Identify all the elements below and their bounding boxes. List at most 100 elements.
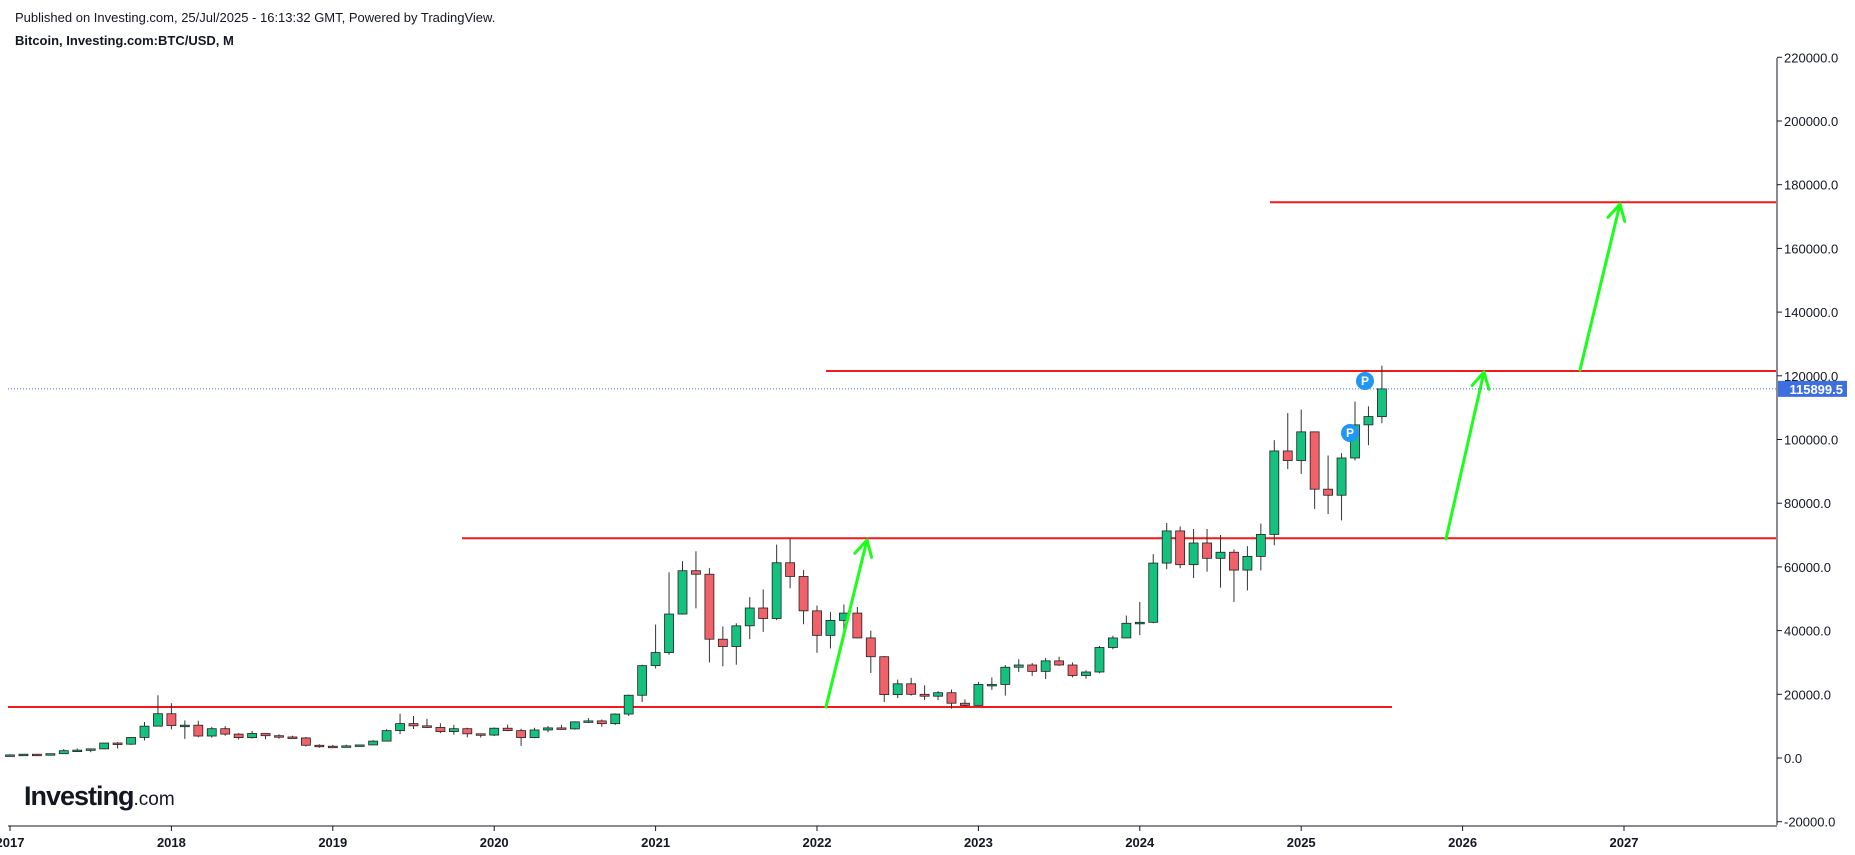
candle-body (919, 693, 930, 697)
candle (973, 681, 984, 706)
candle-body (973, 684, 984, 706)
p-marker-icon[interactable]: P (1341, 424, 1359, 442)
p-marker-icon[interactable]: P (1356, 372, 1374, 390)
x-tick-label: 2025 (1287, 835, 1316, 850)
candle-body (1121, 622, 1132, 639)
candle-body (112, 742, 123, 745)
candle (610, 713, 621, 725)
svg-text:P: P (1346, 426, 1354, 440)
candle (1040, 657, 1051, 680)
candle-body (798, 576, 809, 612)
candle-body (85, 748, 96, 751)
candle (1161, 522, 1172, 570)
candle-body (327, 745, 338, 749)
candle-body (58, 750, 69, 755)
candle-body (287, 736, 298, 739)
x-tick-label: 2017 (0, 835, 24, 850)
candle (1054, 656, 1064, 666)
candle (435, 723, 446, 734)
candle (1108, 635, 1118, 650)
candle (1121, 615, 1132, 639)
candle-body (193, 724, 204, 737)
candle (960, 699, 970, 707)
candle-body (408, 723, 419, 727)
candle-body (892, 683, 903, 696)
candle (126, 737, 136, 745)
candle (1363, 406, 1374, 446)
candle (879, 656, 890, 702)
candle-body (475, 733, 486, 736)
candle (1202, 528, 1212, 572)
projection-arrow (824, 538, 874, 709)
candle-body (879, 656, 890, 696)
candle-body (1013, 664, 1024, 668)
candle (583, 718, 594, 723)
projection-arrow (1444, 370, 1491, 541)
candle (5, 754, 15, 757)
candle-body (32, 753, 42, 757)
candle-body (1148, 562, 1159, 623)
candle (193, 720, 204, 738)
candle-body (637, 665, 648, 696)
candle-body (933, 692, 943, 697)
candle (300, 736, 311, 747)
candle-body (1000, 666, 1011, 685)
candle (812, 605, 822, 653)
candle (650, 624, 661, 669)
candle (45, 753, 56, 756)
candle-body (435, 727, 446, 732)
candle-body (704, 573, 715, 640)
x-tick-label: 2022 (803, 835, 832, 850)
candle (233, 733, 244, 740)
candle-body (1229, 551, 1239, 571)
candle-body (300, 737, 311, 746)
candle-body (354, 744, 365, 747)
candle-body (1323, 488, 1333, 496)
candle (919, 685, 930, 701)
x-tick-label: 2019 (318, 835, 347, 850)
candle-body (5, 754, 15, 757)
candle-body (556, 727, 567, 730)
candle-body (529, 729, 540, 739)
y-tick-label: 40000.0 (1784, 624, 1831, 639)
candle-body (139, 725, 150, 738)
logo-brand: Investing (24, 781, 135, 811)
candle-body (771, 562, 782, 619)
candle (489, 727, 500, 737)
candle (1175, 526, 1186, 569)
y-tick-label: 0.0 (1784, 751, 1802, 766)
candle (758, 589, 769, 632)
candle-body (206, 728, 217, 737)
candle (448, 724, 459, 735)
candle (1242, 546, 1253, 591)
candle (529, 727, 540, 739)
x-tick-label: 2020 (480, 835, 509, 850)
candle-body (583, 720, 594, 723)
candle-body (1027, 664, 1038, 672)
candle (946, 689, 957, 709)
candle (1269, 440, 1280, 546)
candle-body (1202, 542, 1212, 559)
candle-body (543, 727, 553, 731)
x-tick-label: 2021 (641, 835, 670, 850)
candle (1081, 670, 1091, 679)
candle-body (126, 737, 136, 745)
candle (354, 744, 365, 747)
candle (543, 726, 553, 733)
candle-body (489, 727, 500, 736)
candle (1067, 662, 1078, 678)
candle (986, 677, 997, 690)
candle (274, 734, 284, 739)
candle (72, 748, 83, 753)
candle-body (677, 570, 688, 615)
y-tick-label: -20000.0 (1784, 815, 1835, 830)
candle-body (72, 749, 83, 753)
candle (408, 715, 419, 730)
last-price-label: 115899.5 (1789, 382, 1843, 397)
projection-arrow (1578, 202, 1627, 372)
published-caption: Published on Investing.com, 25/Jul/2025 … (15, 10, 496, 25)
candle-body (381, 730, 392, 742)
y-tick-label: 100000.0 (1784, 433, 1838, 448)
candle-body (1242, 555, 1253, 571)
